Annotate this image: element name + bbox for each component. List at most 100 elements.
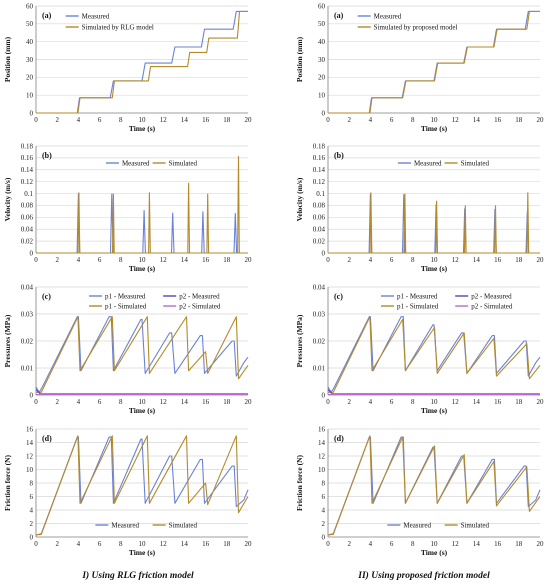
d2-panel-label: (d) [334, 434, 344, 443]
a1-panel-label: (a) [42, 11, 52, 20]
c2-xtick-label: 6 [390, 398, 394, 406]
b1-series-simulated-peak [148, 192, 151, 254]
d1-xtick-label: 8 [119, 540, 123, 548]
a2-xtick-label: 8 [411, 116, 415, 124]
b2-ytick-label: 0.06 [313, 214, 326, 222]
b2-xtick-label: 14 [473, 256, 481, 264]
d1-xtick-label: 16 [202, 540, 210, 548]
b2-legend-label: Measured [414, 159, 442, 167]
c1-xtick-label: 14 [181, 398, 189, 406]
b1-series-simulated-peak [237, 156, 240, 254]
c2-legend-label: p2 - Measured [471, 292, 512, 300]
d1-xtick-label: 12 [160, 540, 168, 548]
d1-ytick-label: 4 [30, 506, 34, 514]
b2-xtick-label: 4 [369, 256, 373, 264]
b1-xtick-label: 16 [202, 256, 210, 264]
b2-ytick-label: 0.16 [313, 154, 326, 162]
c2-y-axis-label: Pressures (MPa) [295, 314, 304, 367]
b1-series-measured-peak [170, 212, 175, 254]
a1-xtick-label: 16 [202, 116, 210, 124]
b2-y-axis-label: Velocity (m/s) [295, 177, 304, 221]
c2-legend-label: p1 - Simulated [397, 302, 439, 310]
b1-ytick-label: 0.14 [21, 166, 34, 174]
b2-series-simulated-peak [463, 205, 467, 254]
c2-xtick-label: 18 [515, 398, 523, 406]
a2-xtick-label: 4 [369, 116, 373, 124]
b1-ytick-label: 0.02 [21, 237, 34, 245]
c1-ytick-label: 0.03 [21, 310, 34, 318]
b1-xtick-label: 10 [139, 256, 147, 264]
d2-ytick-label: 14 [318, 439, 326, 447]
b2-xtick-label: 8 [411, 256, 415, 264]
b2-ytick-label: 0.04 [313, 226, 326, 234]
d1-xtick-label: 4 [77, 540, 81, 548]
b1-xtick-label: 8 [119, 256, 123, 264]
c1-legend-label: p2 - Measured [179, 292, 220, 300]
b2-xtick-label: 0 [326, 256, 330, 264]
b2-series-simulated-peak [403, 193, 407, 254]
b1-series-simulated-peak [187, 182, 191, 254]
c2-xtick-label: 4 [369, 398, 373, 406]
b1-xtick-label: 6 [98, 256, 102, 264]
c2-ytick-label: 0 [322, 391, 326, 399]
c1-xtick-label: 20 [245, 398, 253, 406]
c1-xtick-label: 10 [139, 398, 147, 406]
c2-xtick-label: 2 [347, 398, 351, 406]
b1-ytick-label: 0 [30, 249, 34, 257]
a2-xtick-label: 20 [537, 116, 545, 124]
c2-xtick-label: 8 [411, 398, 415, 406]
c2-series-p2-measured [327, 389, 540, 395]
a1-y-axis-label: Position (mm) [3, 36, 12, 82]
caption-left: I) Using RLG friction model [81, 570, 194, 581]
b1-legend-label: Measured [122, 159, 150, 167]
d2-ytick-label: 2 [322, 520, 326, 528]
b1-series-simulated-peak [77, 192, 81, 254]
b1-series-simulated-peak [111, 193, 115, 254]
a2-ytick-label: 0 [322, 109, 326, 117]
b1-xtick-label: 14 [181, 256, 189, 264]
b2-ytick-label: 0.1 [316, 190, 325, 198]
c2-x-axis-label: Time (s) [421, 406, 448, 415]
c1-x-axis-label: Time (s) [129, 406, 156, 415]
b1-legend-label: Simulated [169, 159, 198, 167]
a2-xtick-label: 16 [494, 116, 502, 124]
a2-panel-label: (a) [334, 11, 344, 20]
b2-ytick-label: 0 [322, 249, 326, 257]
a1-legend-label: Measured [82, 12, 110, 20]
a2-xtick-label: 10 [431, 116, 439, 124]
b1-ytick-label: 0.1 [24, 190, 33, 198]
a1-ytick-label: 10 [26, 91, 34, 99]
a1-xtick-label: 12 [160, 116, 168, 124]
d1-xtick-label: 2 [55, 540, 59, 548]
d2-ytick-label: 10 [318, 466, 326, 474]
a1-xtick-label: 2 [55, 116, 59, 124]
a2-y-axis-label: Position (mm) [295, 36, 304, 82]
d1-ytick-label: 14 [26, 439, 34, 447]
a1-xtick-label: 4 [77, 116, 81, 124]
b2-series-simulated-peak [494, 205, 497, 254]
b2-x-axis-label: Time (s) [421, 264, 448, 273]
d2-legend-label: Measured [403, 521, 431, 529]
b2-ytick-label: 0.14 [313, 166, 326, 174]
c1-series-p1-simulated [36, 316, 249, 393]
d2-xtick-label: 18 [515, 540, 523, 548]
d1-ytick-label: 6 [30, 493, 34, 501]
d2-xtick-label: 20 [537, 540, 545, 548]
a2-ytick-label: 50 [318, 20, 326, 28]
c1-xtick-label: 4 [77, 398, 81, 406]
c2-xtick-label: 0 [326, 398, 330, 406]
d2-y-axis-label: Friction force (N) [295, 454, 304, 511]
c1-ytick-label: 0.04 [21, 283, 34, 291]
b2-ytick-label: 0.12 [313, 178, 326, 186]
a1-x-axis-label: Time (s) [129, 124, 156, 133]
c1-legend-label: p1 - Simulated [105, 302, 147, 310]
d2-ytick-label: 4 [322, 506, 326, 514]
caption-right: II) Using proposed friction model [357, 570, 490, 581]
a2-xtick-label: 14 [473, 116, 481, 124]
c1-xtick-label: 16 [202, 398, 210, 406]
d2-xtick-label: 14 [473, 540, 481, 548]
a1-xtick-label: 6 [98, 116, 102, 124]
a1-ytick-label: 40 [26, 38, 34, 46]
b2-xtick-label: 16 [494, 256, 502, 264]
c2-ytick-label: 0.03 [313, 310, 326, 318]
